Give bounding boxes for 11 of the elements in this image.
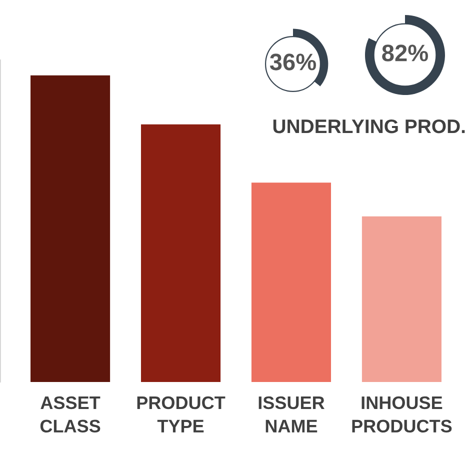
bar xyxy=(140,124,221,382)
bar xyxy=(362,216,442,382)
x-tick-label: INHOUSE PRODUCTS xyxy=(352,396,452,433)
x-tick-label: PRODUCT TYPE xyxy=(137,396,226,432)
data-label: 36% xyxy=(270,54,316,70)
data-label: 82% xyxy=(382,44,428,62)
text: UNDERLYING PROD. xyxy=(273,119,465,134)
x-tick-label: ISSUER NAME xyxy=(258,396,324,432)
x-tick-label: ASSET CLASS xyxy=(40,396,100,433)
bar xyxy=(251,182,332,382)
bar xyxy=(30,75,110,382)
